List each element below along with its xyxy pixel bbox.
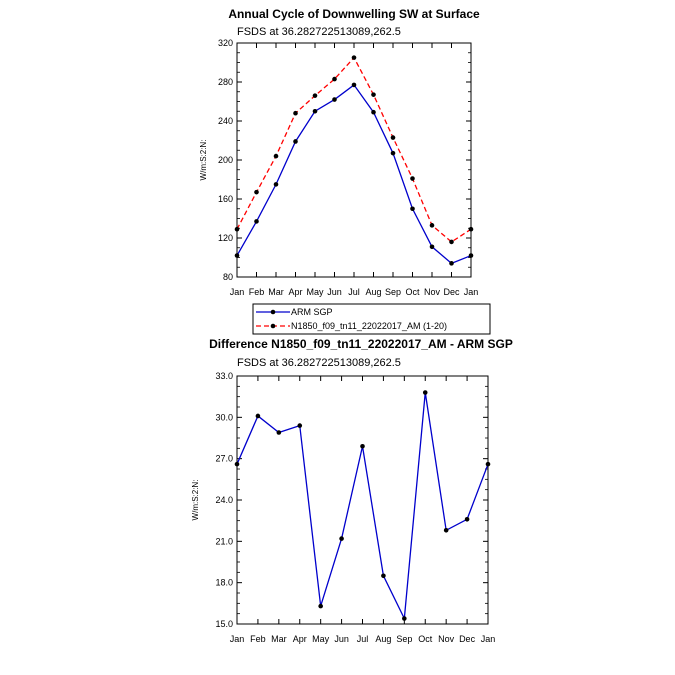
data-point-series-0 bbox=[464, 516, 470, 522]
data-point-series-1 bbox=[234, 226, 240, 232]
data-point-series-1 bbox=[410, 176, 415, 181]
series-line-0 bbox=[236, 84, 472, 265]
data-point-series-0 bbox=[371, 109, 376, 115]
plot-frame bbox=[236, 42, 472, 278]
y-tick-label: 200 bbox=[218, 155, 233, 165]
x-tick-label: Jan bbox=[230, 287, 245, 297]
y-tick-label: 160 bbox=[218, 194, 233, 204]
legend-label-arm-sgp: ARM SGP bbox=[291, 307, 333, 317]
x-tick-label: Apr bbox=[293, 634, 307, 644]
data-point-series-0 bbox=[443, 528, 449, 533]
x-tick-label: Sep bbox=[396, 634, 412, 644]
data-point-series-0 bbox=[318, 603, 323, 609]
data-point-series-0 bbox=[339, 536, 344, 541]
legend-label-model: N1850_f09_tn11_22022017_AM (1-20) bbox=[291, 321, 447, 331]
data-point-series-0 bbox=[351, 82, 357, 88]
legend-box bbox=[252, 303, 491, 335]
y-tick-label: 21.0 bbox=[215, 536, 233, 546]
x-tick-label: Jan bbox=[481, 634, 496, 644]
data-point-series-0 bbox=[402, 616, 407, 621]
y-tick-label: 18.0 bbox=[215, 578, 233, 588]
y-axis-label: W/m:S:2:N: bbox=[191, 480, 200, 521]
y-tick-label: 33.0 bbox=[215, 371, 233, 381]
annual-cycle-panel: Annual Cycle of Downwelling SW at Surfac… bbox=[199, 7, 480, 297]
x-tick-label: Sep bbox=[385, 287, 401, 297]
data-point-series-0 bbox=[381, 573, 386, 579]
chart-title: Difference N1850_f09_tn11_22022017_AM - … bbox=[209, 337, 513, 351]
plot-frame bbox=[236, 375, 489, 625]
y-tick-label: 27.0 bbox=[215, 454, 233, 464]
x-tick-label: Feb bbox=[249, 287, 265, 297]
data-point-series-0 bbox=[293, 139, 298, 144]
y-tick-label: 240 bbox=[218, 116, 233, 126]
y-tick-label: 15.0 bbox=[215, 619, 233, 629]
x-tick-label: Aug bbox=[375, 634, 391, 644]
data-point-series-0 bbox=[273, 182, 279, 187]
data-point-series-1 bbox=[273, 153, 279, 159]
data-point-series-1 bbox=[351, 55, 357, 60]
y-tick-label: 80 bbox=[223, 272, 233, 282]
x-tick-label: Jul bbox=[348, 287, 360, 297]
data-point-series-0 bbox=[312, 108, 318, 114]
y-tick-label: 120 bbox=[218, 233, 233, 243]
data-point-series-1 bbox=[312, 93, 318, 98]
x-tick-label: Jun bbox=[327, 287, 342, 297]
x-tick-label: Nov bbox=[438, 634, 455, 644]
legend-marker-model bbox=[270, 323, 276, 329]
data-point-series-0 bbox=[255, 413, 261, 419]
data-point-series-0 bbox=[234, 253, 240, 258]
x-tick-label: Mar bbox=[271, 634, 287, 644]
y-tick-label: 280 bbox=[218, 77, 233, 87]
x-tick-label: May bbox=[306, 287, 324, 297]
x-tick-label: Jul bbox=[357, 634, 369, 644]
data-point-series-1 bbox=[390, 135, 396, 140]
data-point-series-0 bbox=[410, 206, 415, 212]
data-point-series-0 bbox=[332, 97, 337, 102]
data-point-series-0 bbox=[360, 443, 365, 449]
legend: ARM SGP N1850_f09_tn11_22022017_AM (1-20… bbox=[252, 303, 491, 335]
data-point-series-0 bbox=[468, 253, 474, 258]
data-point-series-1 bbox=[449, 239, 454, 245]
data-point-series-1 bbox=[332, 76, 337, 82]
data-point-series-0 bbox=[276, 430, 282, 435]
x-tick-label: Oct bbox=[405, 287, 420, 297]
data-point-series-1 bbox=[254, 189, 259, 195]
chart-title: Annual Cycle of Downwelling SW at Surfac… bbox=[228, 7, 480, 21]
data-point-series-0 bbox=[449, 261, 454, 266]
y-tick-label: 30.0 bbox=[215, 412, 233, 422]
chart-subtitle: FSDS at 36.282722513089,262.5 bbox=[237, 26, 401, 38]
data-point-series-0 bbox=[254, 219, 259, 224]
x-tick-label: Dec bbox=[459, 634, 476, 644]
x-tick-label: Apr bbox=[288, 287, 302, 297]
difference-panel: Difference N1850_f09_tn11_22022017_AM - … bbox=[191, 337, 513, 644]
data-point-series-0 bbox=[390, 150, 396, 156]
data-point-series-1 bbox=[429, 223, 435, 228]
x-tick-label: Aug bbox=[365, 287, 381, 297]
data-point-series-0 bbox=[485, 461, 491, 467]
x-tick-label: Jan bbox=[464, 287, 479, 297]
data-point-series-0 bbox=[429, 244, 435, 250]
data-point-series-0 bbox=[297, 423, 303, 428]
x-tick-label: Jan bbox=[230, 634, 245, 644]
x-tick-label: Jun bbox=[334, 634, 349, 644]
data-point-series-1 bbox=[468, 226, 474, 232]
data-point-series-1 bbox=[371, 92, 376, 97]
data-point-series-0 bbox=[234, 461, 240, 467]
chart-subtitle: FSDS at 36.282722513089,262.5 bbox=[237, 357, 401, 369]
y-axis-label: W/m:S:2:N: bbox=[199, 140, 208, 181]
x-tick-label: May bbox=[312, 634, 330, 644]
legend-marker-arm-sgp bbox=[270, 309, 276, 315]
y-tick-label: 320 bbox=[218, 38, 233, 48]
x-tick-label: Mar bbox=[268, 287, 284, 297]
y-tick-label: 24.0 bbox=[215, 495, 233, 505]
series-line-0 bbox=[236, 392, 489, 621]
x-tick-label: Oct bbox=[418, 634, 433, 644]
data-point-series-1 bbox=[293, 110, 298, 116]
x-tick-label: Nov bbox=[424, 287, 441, 297]
x-tick-label: Dec bbox=[443, 287, 460, 297]
data-point-series-0 bbox=[422, 390, 428, 395]
x-tick-label: Feb bbox=[250, 634, 266, 644]
